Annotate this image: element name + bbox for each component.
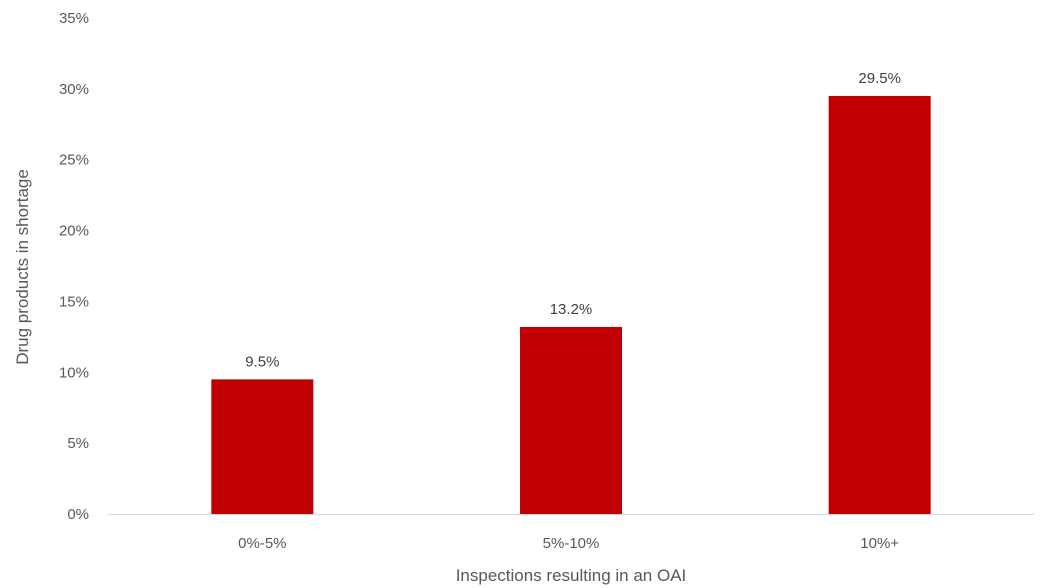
x-axis-title: Inspections resulting in an OAI: [456, 566, 687, 585]
y-tick-label: 20%: [59, 223, 89, 240]
y-tick-label: 30%: [59, 81, 89, 98]
bar-value-label: 9.5%: [245, 353, 279, 370]
x-tick-label: 0%-5%: [238, 535, 286, 552]
y-axis-title: Drug products in shortage: [13, 169, 32, 365]
y-tick-label: 10%: [59, 364, 89, 381]
bar-1: [211, 379, 314, 514]
bar-value-label: 29.5%: [858, 70, 901, 87]
y-axis-ticks: 0% 5% 10% 15% 20% 25% 30% 35%: [59, 10, 89, 523]
x-axis-ticks: 0%-5% 5%-10% 10%+: [238, 535, 899, 552]
bar-3: [828, 95, 931, 514]
bars-group: 9.5% 13.2% 29.5%: [211, 70, 931, 514]
y-tick-label: 25%: [59, 152, 89, 169]
y-tick-label: 0%: [67, 506, 89, 523]
y-tick-label: 15%: [59, 293, 89, 310]
x-tick-label: 10%+: [860, 535, 899, 552]
bar-2: [520, 326, 622, 514]
bar-value-label: 13.2%: [550, 301, 593, 318]
y-tick-label: 5%: [67, 435, 89, 452]
y-tick-label: 35%: [59, 10, 89, 27]
x-tick-label: 5%-10%: [543, 535, 600, 552]
